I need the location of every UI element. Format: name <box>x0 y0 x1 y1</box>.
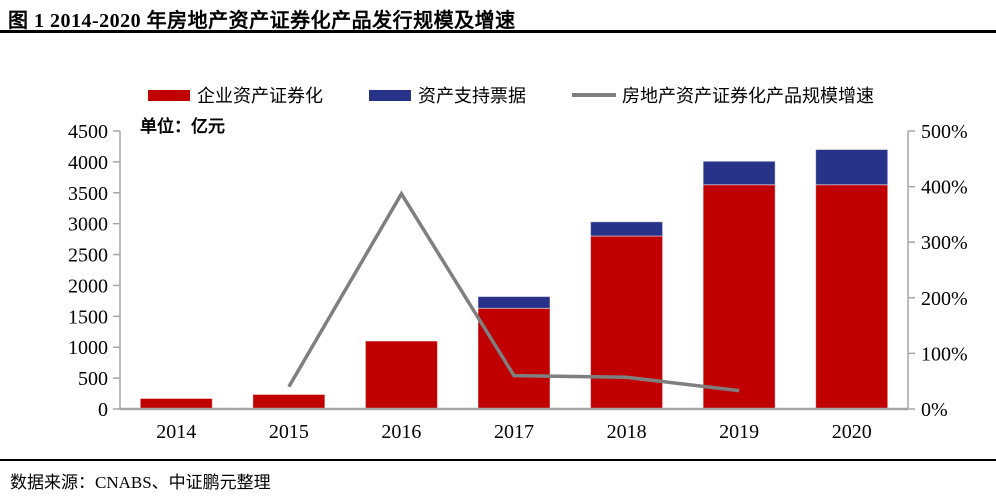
blue-bar-swatch-icon <box>369 89 411 101</box>
left-axis-tick-label: 1000 <box>68 337 108 359</box>
x-axis-label: 2015 <box>269 421 309 443</box>
bar-segment <box>702 160 776 186</box>
legend-label-growth: 房地产资产证券化产品规模增速 <box>622 86 874 106</box>
x-axis-label: 2018 <box>607 421 647 443</box>
red-bar-swatch-icon <box>148 89 190 101</box>
growth-line <box>287 190 740 393</box>
right-axis-tick-label: 300% <box>921 232 968 254</box>
legend-label-abn: 资产支持票据 <box>418 86 526 106</box>
footer-rule <box>0 459 996 461</box>
right-axis-tick-label: 200% <box>921 288 968 310</box>
x-axis-label: 2016 <box>381 421 421 443</box>
right-axis-tick-label: 100% <box>921 343 968 365</box>
bar-segment <box>590 221 664 237</box>
title-rule <box>0 30 996 33</box>
legend-label-enterprise-abs: 企业资产证券化 <box>197 86 323 106</box>
data-source: 数据来源：CNABS、中证鹏元整理 <box>10 473 271 492</box>
left-axis-tick-label: 500 <box>78 368 108 390</box>
left-axis-tick-label: 2500 <box>68 245 108 267</box>
x-axis-label: 2014 <box>156 421 196 443</box>
bar-segment <box>815 149 889 186</box>
bar-segment <box>364 340 438 410</box>
legend-item-enterprise-abs: 企业资产证券化 <box>148 82 323 108</box>
chart-svg: 0 500 1000 1500 2000 2500 3000 3500 4000 4500 0% 10… <box>68 121 968 443</box>
figure-title: 图 1 2014-2020 年房地产资产证券化产品发行规模及增速 <box>8 10 516 32</box>
x-axis-label: 2019 <box>719 421 759 443</box>
bar-segment <box>477 307 551 410</box>
left-axis-tick-label: 1500 <box>68 306 108 328</box>
left-axis-tick-label: 3000 <box>68 214 108 236</box>
legend-item-abn: 资产支持票据 <box>369 82 526 108</box>
legend-item-growth-line: 房地产资产证券化产品规模增速 <box>572 82 874 108</box>
gray-line-swatch-icon <box>572 93 616 97</box>
bar-segment <box>252 393 326 410</box>
unit-label: 单位：亿元 <box>140 117 225 136</box>
bar-segment <box>702 184 776 410</box>
bar-segment <box>139 397 213 410</box>
x-axis-label: 2020 <box>832 421 872 443</box>
left-axis-tick-label: 4000 <box>68 152 108 174</box>
x-axis-label: 2017 <box>494 421 534 443</box>
left-axis-tick-label: 3500 <box>68 183 108 205</box>
right-axis-tick-label: 400% <box>921 177 968 199</box>
left-axis-tick-label: 2000 <box>68 275 108 297</box>
left-axis-tick-label: 0 <box>98 399 108 421</box>
bar-segment <box>590 235 664 410</box>
bar-segment <box>815 184 889 410</box>
bar-segment <box>477 296 551 309</box>
left-axis-tick-label: 4500 <box>68 121 108 143</box>
right-axis-tick-label: 500% <box>921 121 968 143</box>
chart-legend: 企业资产证券化 资产支持票据 房地产资产证券化产品规模增速 <box>148 82 874 108</box>
right-axis-tick-label: 0% <box>921 399 948 421</box>
